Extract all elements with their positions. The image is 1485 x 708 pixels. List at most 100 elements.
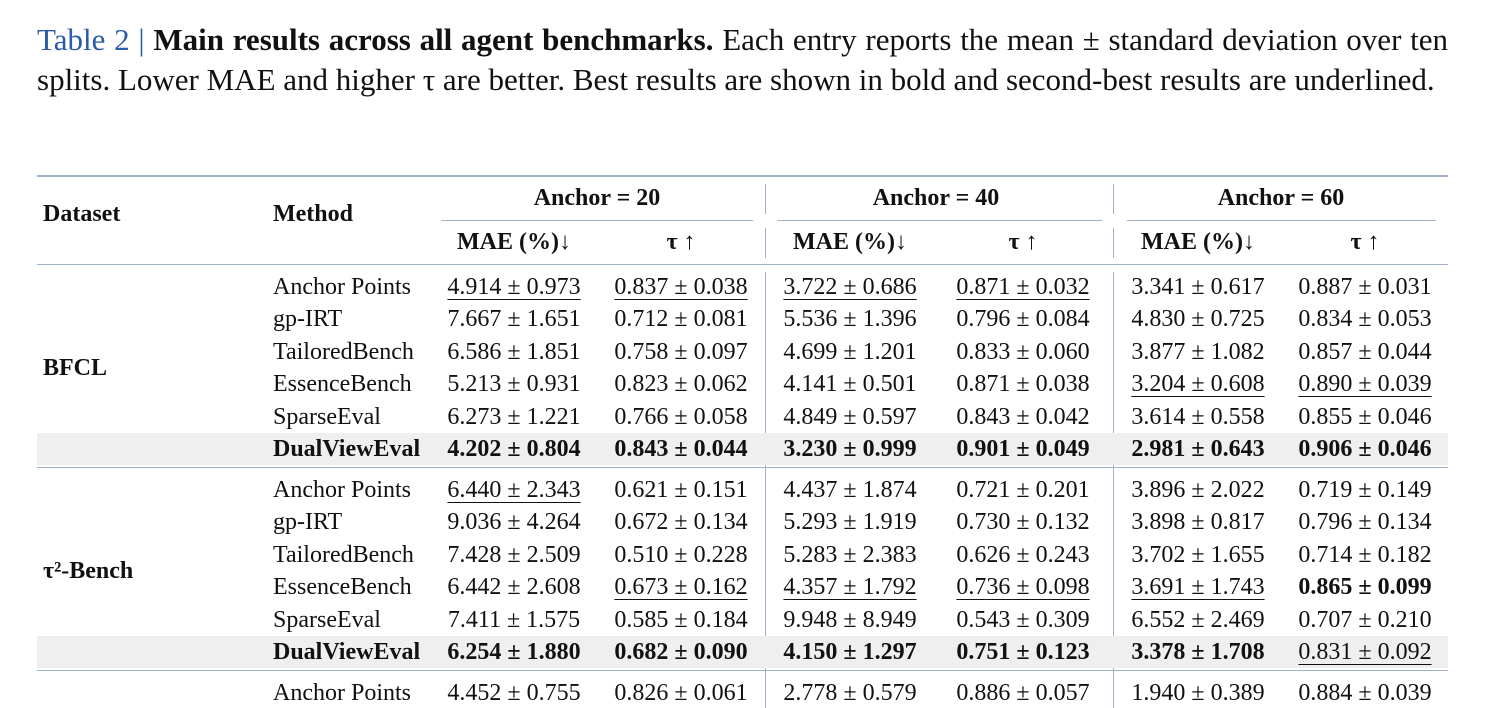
cell: 0.906 ± 0.046 — [1298, 436, 1432, 462]
cell: 0.834 ± 0.053 — [1298, 306, 1432, 333]
cell: 4.141 ± 0.501 — [783, 371, 917, 398]
cell: 0.714 ± 0.182 — [1298, 541, 1432, 568]
cell: 5.213 ± 0.931 — [447, 371, 581, 398]
rule — [777, 220, 1102, 221]
cell: 0.719 ± 0.149 — [1298, 477, 1432, 503]
header-metric: τ ↑ — [1008, 229, 1038, 255]
cell: 9.948 ± 8.949 — [783, 606, 917, 633]
cell: 0.890 ± 0.039 — [1298, 371, 1432, 398]
cell: 5.283 ± 2.383 — [783, 541, 917, 568]
cell: 6.442 ± 2.608 — [447, 574, 581, 601]
rule — [1113, 184, 1114, 214]
cell: 0.621 ± 0.151 — [614, 477, 748, 503]
cell: 4.849 ± 0.597 — [783, 403, 917, 430]
cell: 4.202 ± 0.804 — [447, 436, 581, 462]
cell: 7.411 ± 1.575 — [447, 606, 581, 633]
cell: 4.830 ± 0.725 — [1131, 306, 1265, 333]
rule — [765, 184, 766, 214]
cell: 4.452 ± 0.755 — [447, 680, 581, 706]
header-group: Anchor = 20 — [533, 185, 661, 211]
header-method: Method — [273, 201, 353, 227]
cell: 3.722 ± 0.686 — [783, 274, 917, 300]
cell: 3.898 ± 0.817 — [1131, 509, 1265, 536]
caption-text: Each entry reports the mean ± standard d… — [37, 22, 1449, 97]
rule — [1127, 220, 1436, 221]
rule — [1113, 272, 1114, 708]
header-group: Anchor = 60 — [1217, 185, 1345, 211]
cell: 0.826 ± 0.061 — [614, 680, 748, 706]
cell: 0.626 ± 0.243 — [956, 541, 1090, 568]
cell: 0.823 ± 0.062 — [614, 371, 748, 398]
caption-label: Table 2 — [37, 22, 130, 57]
cell: 5.536 ± 1.396 — [783, 306, 917, 333]
highlight-row — [37, 433, 1448, 465]
caption-title: Main results across all agent benchmarks… — [153, 22, 714, 57]
method: DualViewEval — [273, 436, 421, 462]
cell: 0.871 ± 0.032 — [956, 274, 1090, 300]
rule — [1113, 228, 1114, 258]
cell: 7.428 ± 2.509 — [447, 541, 581, 568]
cell: 3.341 ± 0.617 — [1131, 274, 1265, 300]
header-dataset: Dataset — [43, 201, 121, 227]
cell: 0.796 ± 0.134 — [1298, 509, 1432, 536]
header-metric: τ ↑ — [666, 229, 696, 255]
rule — [37, 670, 1448, 671]
cell: 0.833 ± 0.060 — [956, 338, 1090, 365]
cell: 6.552 ± 2.469 — [1131, 606, 1265, 633]
method: SparseEval — [273, 606, 381, 633]
cell: 0.766 ± 0.058 — [614, 403, 748, 430]
cell: 0.884 ± 0.039 — [1298, 680, 1432, 706]
dataset: τ²-Bench — [43, 558, 134, 584]
cell: 9.036 ± 4.264 — [447, 509, 581, 536]
cell: 4.914 ± 0.973 — [447, 274, 581, 300]
cell: 0.585 ± 0.184 — [614, 606, 748, 633]
cell: 6.254 ± 1.880 — [447, 639, 581, 665]
method: gp-IRT — [273, 509, 343, 536]
method: Anchor Points — [273, 274, 411, 300]
rule — [37, 175, 1448, 177]
cell: 0.751 ± 0.123 — [956, 639, 1090, 665]
rule — [441, 220, 753, 221]
method: DualViewEval — [273, 639, 421, 665]
highlight-row — [37, 636, 1448, 668]
cell: 0.707 ± 0.210 — [1298, 606, 1432, 633]
cell: 3.877 ± 1.082 — [1131, 338, 1265, 365]
cell: 2.778 ± 0.579 — [783, 680, 917, 706]
cell: 6.273 ± 1.221 — [447, 403, 581, 430]
cell: 0.857 ± 0.044 — [1298, 338, 1432, 365]
method: Anchor Points — [273, 477, 411, 503]
cell: 0.831 ± 0.092 — [1298, 639, 1432, 665]
cell: 4.437 ± 1.874 — [783, 477, 917, 503]
cell: 7.667 ± 1.651 — [447, 306, 581, 333]
cell: 0.758 ± 0.097 — [614, 338, 748, 365]
dataset: BFCL — [43, 355, 108, 381]
cell: 6.440 ± 2.343 — [447, 477, 581, 503]
cell: 3.378 ± 1.708 — [1131, 639, 1265, 665]
cell: 0.673 ± 0.162 — [614, 574, 748, 601]
cell: 0.721 ± 0.201 — [956, 477, 1090, 503]
cell: 3.691 ± 1.743 — [1131, 574, 1265, 601]
cell: 5.293 ± 1.919 — [783, 509, 917, 536]
cell: 0.712 ± 0.081 — [614, 306, 748, 333]
cell: 4.150 ± 1.297 — [783, 639, 917, 665]
cell: 4.699 ± 1.201 — [783, 338, 917, 365]
cell: 3.614 ± 0.558 — [1131, 403, 1265, 430]
cell: 3.204 ± 0.608 — [1131, 371, 1265, 398]
cell: 4.357 ± 1.792 — [783, 574, 917, 601]
method: TailoredBench — [273, 541, 414, 568]
header-metric: MAE (%)↓ — [457, 229, 571, 255]
cell: 0.901 ± 0.049 — [956, 436, 1090, 462]
caption: Table 2 | Main results across all agent … — [37, 20, 1448, 100]
cell: 0.672 ± 0.134 — [614, 509, 748, 536]
header-metric: MAE (%)↓ — [793, 229, 907, 255]
cell: 0.682 ± 0.090 — [614, 639, 748, 665]
cell: 3.702 ± 1.655 — [1131, 541, 1265, 568]
rule — [37, 264, 1448, 265]
header-metric: MAE (%)↓ — [1141, 229, 1255, 255]
rule — [765, 272, 766, 708]
cell: 0.543 ± 0.309 — [956, 606, 1090, 633]
method: EssenceBench — [273, 574, 412, 601]
cell: 0.887 ± 0.031 — [1298, 274, 1432, 300]
rule — [37, 467, 1448, 468]
